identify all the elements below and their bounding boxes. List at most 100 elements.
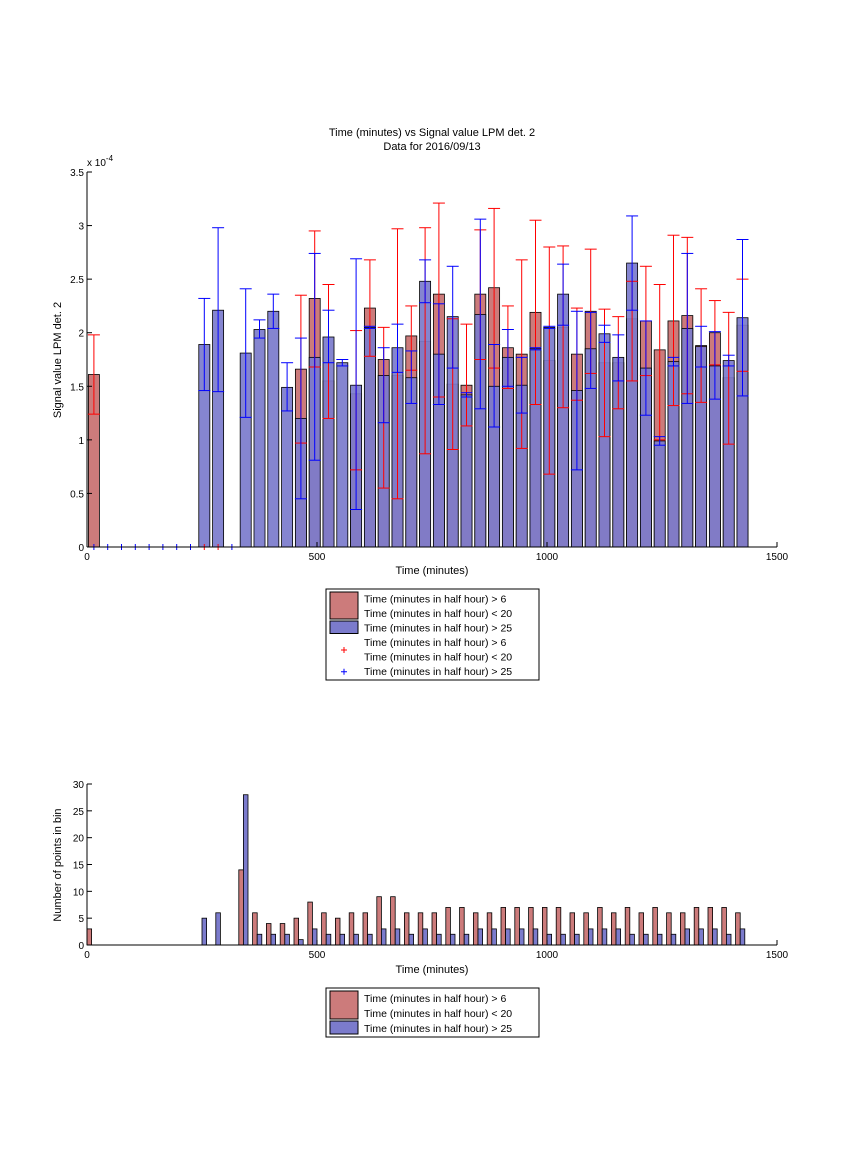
chart2-bar [569, 912, 575, 946]
chart2-bar [215, 912, 221, 946]
chart2-bar [670, 933, 677, 946]
chart2-bar [666, 912, 672, 946]
chart2-bar [298, 939, 304, 946]
chart2-bar [597, 907, 603, 946]
chart2-bar [417, 912, 424, 946]
chart2-y-tick-label: 20 [73, 834, 85, 845]
chart2-y-tick-label: 15 [73, 861, 85, 872]
chart1-x-tick-label: 500 [309, 552, 326, 563]
chart2-y-tick-label: 10 [73, 887, 85, 898]
chart1-x-tick-label: 0 [84, 552, 90, 563]
chart2-bar [532, 928, 539, 946]
chart2-bar [256, 933, 263, 946]
chart2-bar [238, 869, 244, 946]
chart2-legend-box [325, 987, 540, 1038]
chart2-legend: Time (minutes in half hour) > 6 Time (min… [325, 987, 540, 1038]
chart2-bar [611, 912, 617, 946]
chart2-bar [735, 912, 741, 946]
chart2-x-tick-label: 1500 [766, 950, 789, 961]
chart1-legend-label: Time (minutes in half hour) > 25 [364, 666, 512, 678]
chart2-bar [546, 933, 552, 946]
chart2-bar [486, 912, 493, 946]
chart2-x-tick-label: 500 [309, 950, 326, 961]
chart2-bar [680, 912, 686, 946]
chart2-bar [629, 933, 635, 946]
chart2-bar [693, 907, 700, 946]
chart1-subtitle: Data for 2016/09/13 [383, 141, 480, 153]
chart2-bar [353, 933, 359, 946]
chart2-bar [500, 907, 506, 946]
chart1-legend-swatch [329, 620, 359, 634]
chart2-bar [652, 907, 658, 946]
chart2-bar [542, 907, 548, 946]
chart2-bar [279, 923, 286, 946]
chart2-bar [491, 928, 497, 946]
chart2-x-tick-label: 0 [84, 950, 90, 961]
chart1-bar [363, 326, 376, 548]
chart2-bar [638, 912, 644, 946]
chart1-exponent-power: -4 [106, 154, 114, 163]
chart2-bar [698, 928, 704, 946]
chart2-bar [321, 912, 327, 946]
chart2-bar [477, 928, 483, 946]
chart2-bar [334, 917, 341, 946]
chart2-legend-label: Time (minutes in half hour) > 6 [364, 993, 506, 1005]
chart2-bar [583, 912, 589, 946]
chart2-bar [325, 933, 332, 946]
chart2-legend-label: Time (minutes in half hour) < 20 [364, 1008, 512, 1020]
chart2-y-tick-label: 25 [73, 807, 85, 818]
chart1-x-tick-label: 1500 [766, 552, 789, 563]
chart2-bar [514, 907, 520, 946]
chart1-bars [87, 262, 749, 548]
chart1-axes: 0 500 1000 1500 0 0.5 1 1.5 2 2.5 3 3.5 [70, 168, 788, 563]
chart1-y-tick-label: 2.5 [70, 275, 84, 286]
chart1-y-tick-label: 3 [78, 222, 84, 233]
chart1-bar [336, 362, 349, 548]
chart2-bar [721, 907, 727, 946]
chart1-legend: Time (minutes in half hour) > 6 Time (min… [325, 588, 540, 681]
chart2-bar [403, 912, 410, 946]
chart2-bar [431, 912, 437, 946]
chart2-bar [624, 907, 631, 946]
chart2-legend-swatch [329, 990, 359, 1020]
chart2-bar [367, 933, 373, 946]
chart2-axes: 0 500 1000 1500 0 5 10 15 20 25 30 [73, 780, 789, 961]
chart1-legend-swatch [329, 591, 359, 620]
chart2-bar [408, 933, 414, 946]
chart1-legend-label: Time (minutes in half hour) < 20 [364, 608, 512, 620]
chart1-legend-label: Time (minutes in half hour) > 6 [364, 637, 506, 649]
chart1-y-tick-label: 2 [78, 329, 84, 340]
chart2-bar [86, 928, 92, 946]
chart2-bar [739, 928, 746, 946]
chart1-title: Time (minutes) vs Signal value LPM det. … [329, 127, 535, 139]
chart2-bar [601, 928, 608, 946]
chart1-errorbars [87, 202, 749, 510]
chart2-bars [86, 794, 746, 946]
chart2-bar [362, 912, 368, 946]
chart2-bar [339, 933, 345, 946]
chart2-y-tick-label: 0 [78, 941, 84, 952]
chart2-bar [574, 933, 580, 946]
chart2-bar [463, 933, 470, 946]
chart2-bar [242, 794, 249, 946]
chart1-y-tick-label: 0 [78, 543, 84, 554]
chart2-bar [252, 912, 258, 946]
chart2-bar [376, 896, 382, 946]
chart2-bar [684, 928, 690, 946]
chart1-legend-label: Time (minutes in half hour) < 20 [364, 652, 512, 664]
chart2-bar [380, 928, 387, 946]
chart2-x-axis-label: Time (minutes) [396, 964, 469, 976]
chart2-bar [284, 933, 290, 946]
chart2-bar [643, 933, 649, 946]
chart2-bar [615, 928, 621, 946]
chart2-y-axis-label: Number of points in bin [52, 808, 64, 921]
chart2-bar [265, 923, 272, 946]
chart2-bar [712, 928, 718, 946]
chart2-bar [726, 933, 732, 946]
chart2-bar [588, 928, 594, 946]
chart2-bar [307, 901, 313, 946]
chart1-x-tick-label: 1000 [536, 552, 559, 563]
chart1-legend-label: Time (minutes in half hour) > 25 [364, 623, 512, 635]
chart2-legend-swatch [329, 1020, 359, 1035]
